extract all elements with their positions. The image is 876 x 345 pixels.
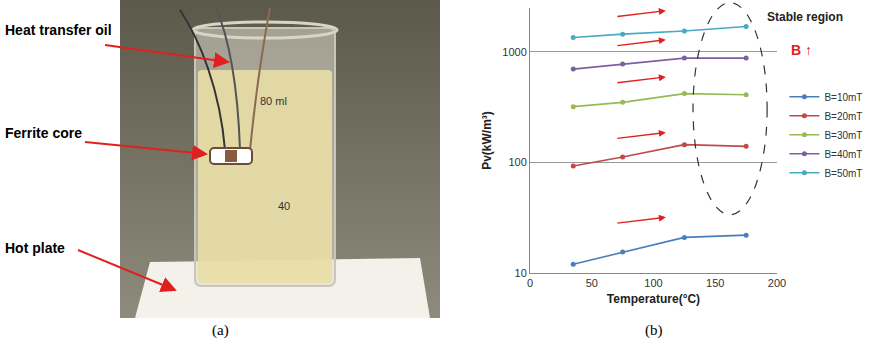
- html-text:Ferrite core: Ferrite core: [5, 125, 82, 141]
- svg-text:B ↑: B ↑: [791, 42, 812, 58]
- html-text:(a): (a): [212, 322, 229, 338]
- svg-text:200: 200: [768, 277, 786, 289]
- svg-text:B=10mT: B=10mT: [824, 92, 862, 103]
- svg-text:150: 150: [706, 277, 724, 289]
- svg-text:B=20mT: B=20mT: [824, 111, 862, 122]
- html-text:Hot plate: Hot plate: [5, 240, 65, 256]
- svg-text:Stable region: Stable region: [767, 10, 843, 24]
- svg-text:0: 0: [527, 277, 533, 289]
- svg-text:B=40mT: B=40mT: [824, 149, 862, 160]
- svg-text:B=30mT: B=30mT: [824, 130, 862, 141]
- svg-text:80 ml: 80 ml: [260, 95, 287, 107]
- svg-text:Temperature(°C): Temperature(°C): [607, 292, 700, 306]
- html-text:(b): (b): [645, 322, 663, 338]
- svg-text:100: 100: [644, 277, 662, 289]
- svg-text:B=50mT: B=50mT: [824, 168, 862, 179]
- svg-text:100: 100: [508, 156, 526, 168]
- svg-text:10: 10: [515, 267, 527, 279]
- svg-text:Pv(kW/m³): Pv(kW/m³): [480, 111, 494, 170]
- html-text:Heat transfer oil: Heat transfer oil: [5, 22, 112, 38]
- svg-text:40: 40: [278, 200, 290, 212]
- svg-text:1000: 1000: [502, 46, 526, 58]
- svg-text:50: 50: [586, 277, 598, 289]
